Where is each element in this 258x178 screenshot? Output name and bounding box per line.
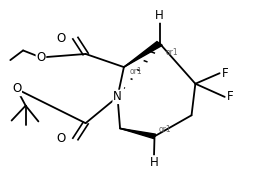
Text: O: O bbox=[36, 51, 46, 64]
Text: N: N bbox=[113, 90, 122, 103]
Text: or1: or1 bbox=[130, 67, 142, 76]
Text: O: O bbox=[57, 132, 66, 145]
Text: F: F bbox=[222, 67, 228, 80]
Text: F: F bbox=[227, 90, 233, 103]
Text: or1: or1 bbox=[165, 48, 178, 57]
Polygon shape bbox=[124, 41, 162, 67]
Text: H: H bbox=[150, 156, 158, 169]
Text: or1: or1 bbox=[158, 125, 171, 134]
Polygon shape bbox=[120, 128, 156, 138]
Text: H: H bbox=[155, 9, 164, 22]
Text: O: O bbox=[57, 32, 66, 45]
Text: O: O bbox=[12, 82, 21, 96]
